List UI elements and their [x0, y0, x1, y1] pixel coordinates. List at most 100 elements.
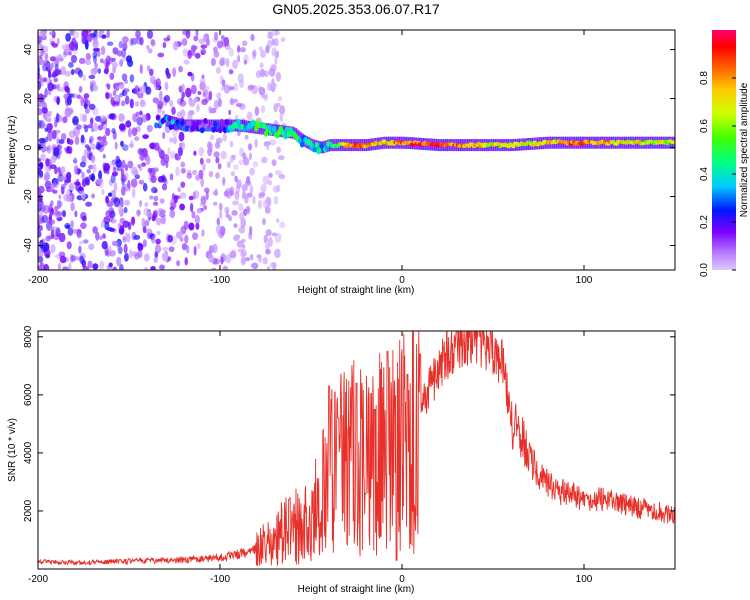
spectrogram-noise-blob	[109, 210, 116, 219]
spectrogram-noise-blob	[219, 210, 223, 220]
spectrogram-noise-blob	[180, 161, 186, 168]
spectrogram-noise-blob	[194, 52, 201, 59]
snr-x-tick-label: 100	[576, 574, 593, 585]
spectrogram-noise-blob	[274, 169, 282, 176]
spectrogram-noise-blob	[195, 174, 201, 181]
snr-x-tick-label: -100	[210, 574, 230, 585]
spectrogram-noise-blob	[233, 223, 238, 229]
spectrogram-noise-blob	[124, 232, 129, 240]
spectrogram-noise-blob	[119, 59, 124, 67]
spectrogram-noise-blob	[38, 74, 43, 81]
spectrogram-noise-blob	[188, 110, 195, 116]
spectrogram-noise-blob	[65, 149, 71, 154]
spectrogram-noise-blob	[38, 120, 45, 129]
spectrogram-noise-blob	[185, 245, 190, 254]
spectrogram-noise-blob	[188, 195, 194, 201]
spectrogram-noise-blob	[252, 161, 259, 168]
colorbar-tick-label: 0.4	[699, 167, 710, 181]
spectrogram-noise-blob	[70, 54, 78, 64]
spectrogram-noise-blob	[271, 159, 277, 167]
spectrogram-noise-blob	[49, 66, 53, 72]
spectrogram-noise-blob	[70, 220, 74, 229]
spectrogram-noise-blob	[181, 243, 188, 251]
spectrogram-noise-blob	[118, 84, 125, 90]
spectrogram-noise-blob	[123, 206, 128, 214]
spectrogram-noise-blob	[151, 186, 158, 194]
spectrogram-noise-blob	[263, 234, 268, 244]
spectrogram-noise-blob	[219, 59, 225, 67]
spectrogram-noise-blob	[162, 42, 167, 49]
spectrogram-noise-blob	[240, 217, 246, 228]
spectrogram-noise-blob	[276, 218, 280, 224]
spectrogram-noise-blob	[98, 30, 102, 39]
spectrogram-noise-blob	[38, 137, 46, 144]
spectrogram-noise-blob	[181, 38, 188, 46]
spectrogram-noise-blob	[57, 87, 65, 92]
spectrogram-noise-blob	[38, 197, 42, 202]
spectrogram-ridge-point	[236, 118, 241, 125]
spectrogram-noise-blob	[109, 72, 115, 81]
spectrogram-noise-blob	[221, 79, 226, 87]
spectrogram-noise-blob	[131, 188, 136, 199]
spectrogram-noise-blob	[116, 50, 123, 57]
spectrogram-noise-blob	[43, 59, 50, 68]
spectrogram-noise-blob	[84, 108, 90, 114]
spectrogram-noise-blob	[116, 241, 121, 251]
spectrogram-noise-blob	[241, 249, 247, 257]
spectrogram-x-label: Height of straight line (km)	[298, 285, 415, 296]
spectrogram-noise-blob	[200, 44, 208, 49]
spectrogram-noise-blob	[114, 141, 118, 150]
spectrogram-noise-blob	[150, 39, 156, 47]
spectrogram-noise-blob	[239, 47, 246, 53]
spectrogram-noise-blob	[183, 220, 189, 230]
spectrogram-noise-blob	[82, 113, 88, 123]
spectrogram-noise-blob	[58, 194, 62, 200]
spectrogram-noise-blob	[233, 83, 239, 92]
spectrogram-noise-blob	[53, 77, 59, 83]
spectrogram-noise-blob	[225, 254, 232, 264]
spectrogram-ridge-point	[219, 118, 224, 125]
spectrogram-noise-blob	[125, 95, 130, 105]
spectrogram-noise-blob	[235, 185, 241, 194]
spectrogram-y-tick-label: -20	[23, 189, 34, 204]
spectrogram-noise-blob	[231, 210, 238, 216]
spectrogram-noise-blob	[162, 246, 169, 252]
spectrogram-ridge-band	[259, 122, 263, 135]
spectrogram-noise-blob	[215, 224, 222, 235]
spectrogram-noise-blob	[85, 59, 92, 66]
spectrogram-noise-blob	[108, 113, 115, 120]
spectrogram-noise-blob	[174, 154, 181, 161]
spectrogram-noise-blob	[231, 154, 236, 161]
spectrogram-noise-blob	[49, 31, 55, 36]
spectrogram-noise-blob	[134, 136, 140, 142]
spectrogram-noise-blob	[115, 159, 123, 168]
spectrogram-marks	[38, 30, 675, 270]
spectrogram-noise-blob	[63, 193, 70, 202]
spectrogram-noise-blob	[172, 67, 177, 78]
spectrogram-noise-blob	[38, 186, 41, 194]
spectrogram-noise-blob	[222, 177, 226, 186]
spectrogram-noise-blob	[180, 181, 186, 188]
spectrogram-noise-blob	[199, 78, 206, 85]
spectrogram-noise-blob	[237, 45, 241, 53]
spectrogram-noise-blob	[137, 92, 144, 99]
spectrogram-noise-blob	[157, 175, 165, 183]
spectrogram-noise-blob	[233, 98, 239, 104]
spectrogram-noise-blob	[203, 205, 208, 211]
spectrogram-noise-blob	[38, 247, 42, 252]
spectrogram-ridge-point	[299, 141, 305, 148]
spectrogram-ridge-point	[218, 127, 223, 134]
snr-marks	[38, 331, 675, 567]
spectrogram-noise-blob	[87, 260, 93, 269]
snr-y-tick-label: 6000	[23, 383, 34, 406]
spectrogram-noise-blob	[201, 98, 208, 106]
spectrogram-ridge-point	[190, 125, 195, 132]
spectrogram-y-ticks: -40 -20 0 20 40	[23, 44, 675, 253]
spectrogram-noise-blob	[57, 262, 61, 270]
spectrogram-noise-blob	[278, 173, 286, 180]
spectrogram-noise-blob	[238, 226, 246, 234]
spectrogram-noise-blob	[261, 94, 268, 99]
spectrogram-noise-blob	[38, 241, 43, 248]
spectrogram-noise-blob	[74, 136, 80, 145]
